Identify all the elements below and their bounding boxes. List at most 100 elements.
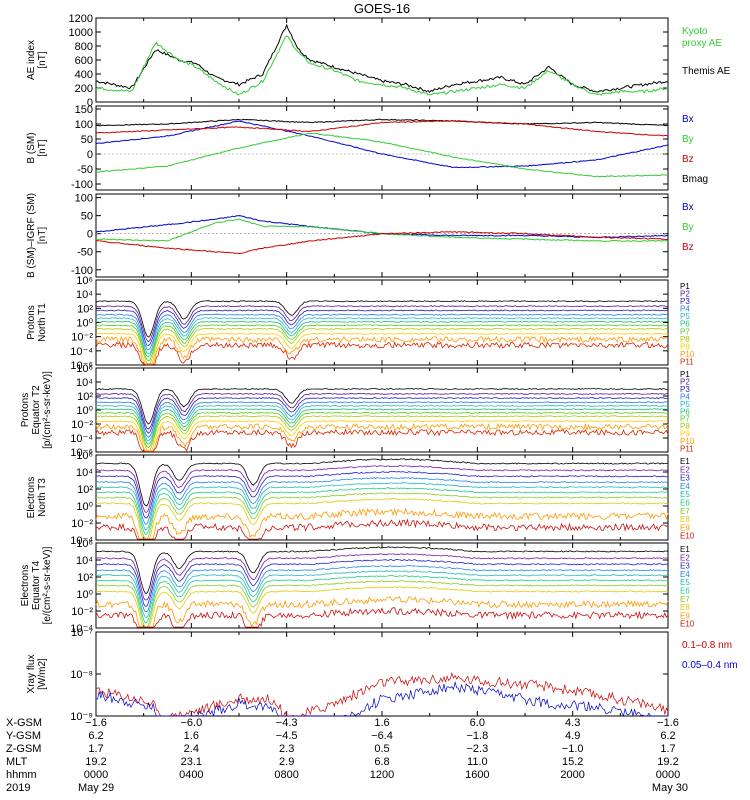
channel-label-e10: E10 (680, 532, 695, 541)
footer-row-label: MLT (6, 756, 27, 768)
y-tick-label: 10² (77, 391, 93, 403)
channel-label-p10: P10 (680, 437, 695, 446)
footer-row-label: hhmm (6, 769, 37, 781)
series-e9 (95, 595, 669, 629)
y-tick-label: 0 (87, 97, 93, 109)
panel-frame (95, 105, 669, 191)
channel-label-e8: E8 (680, 515, 690, 524)
footer-value: 4.9 (565, 730, 580, 742)
series-p2 (95, 392, 669, 430)
y-tick-label: -50 (77, 247, 93, 259)
footer-value: −4.5 (276, 730, 298, 742)
y-axis-label: Protons (26, 305, 37, 339)
channel-label-e7: E7 (680, 507, 690, 516)
footer-value: 4.3 (565, 717, 580, 729)
series-p1 (96, 388, 669, 425)
panel-protons_t2: 10⁶ 10⁴ 10² 10⁰ 10⁻² 10⁻⁴ 10⁻⁶ Protons Equator T… (20, 363, 695, 459)
legend-entry: Bz (682, 242, 694, 253)
channel-label-e10: E10 (680, 620, 695, 629)
y-axis-label: [W/m2] (37, 658, 48, 690)
channel-label-p1: P1 (680, 370, 690, 379)
y-tick-label: 10⁶ (76, 275, 93, 287)
footer-value: 6.2 (88, 730, 103, 742)
footer-value: −1.8 (466, 730, 488, 742)
footer-value: 19.2 (85, 756, 106, 768)
channel-label-p2: P2 (680, 290, 690, 299)
series-e7 (95, 492, 669, 540)
series-bz (95, 231, 669, 255)
footer-value: 2000 (560, 769, 584, 781)
y-axis-label: [nT] (37, 139, 48, 156)
channel-label-e2: E2 (680, 465, 690, 474)
y-axis-label: AE index (26, 40, 37, 80)
footer-value: −4.3 (276, 717, 298, 729)
channel-label-p2: P2 (680, 377, 690, 386)
footer-value: 1.7 (660, 743, 675, 755)
series-p7 (95, 411, 668, 449)
y-tick-label: 50 (81, 211, 93, 223)
channel-label-e5: E5 (680, 490, 690, 499)
series-e5 (95, 482, 669, 531)
series-e4 (95, 565, 669, 613)
y-axis-label: Electrons (20, 565, 31, 607)
legend-entry: 0.05–0.4 nm (682, 660, 738, 671)
channel-label-e6: E6 (680, 587, 690, 596)
series-e5 (95, 570, 669, 618)
footer-value: 1200 (370, 769, 394, 781)
series-p10 (95, 422, 669, 452)
channel-label-e3: E3 (680, 562, 690, 571)
y-tick-label: 150 (75, 104, 93, 116)
y-tick-label: 10⁻⁸ (70, 669, 93, 681)
series-e10 (95, 518, 669, 540)
y-tick-label: 100 (75, 193, 93, 205)
y-tick-label: 10⁴ (76, 289, 93, 301)
footer-row-label: 2019 (6, 782, 30, 794)
series-0-1-0-8-nm (95, 672, 669, 717)
y-tick-label: -100 (71, 265, 93, 277)
y-tick-label: 10⁶ (76, 363, 93, 375)
y-tick-label: 200 (75, 83, 93, 95)
footer-value: 2.9 (279, 756, 294, 768)
series-p2 (95, 305, 669, 343)
channel-label-p7: P7 (680, 327, 690, 336)
y-axis-label: Protons (20, 393, 31, 427)
y-tick-label: 10⁻⁹ (70, 711, 93, 723)
series-p6 (96, 408, 669, 445)
channel-label-p7: P7 (680, 415, 690, 424)
series-bz (95, 120, 669, 137)
footer-value: 1.6 (184, 730, 199, 742)
series-by (95, 132, 669, 178)
series-p3 (95, 309, 669, 347)
series-e6 (95, 575, 669, 624)
footer-value: −6.4 (371, 730, 393, 742)
series-bx (95, 215, 669, 239)
legend-entry: Bz (682, 154, 694, 165)
footer-value: 6.2 (660, 730, 675, 742)
ephemeris-footer: X-GSMY-GSMZ-GSMMLThhmm2019−1.66.21.719.2… (6, 717, 688, 794)
channel-label-p11: P11 (680, 445, 694, 454)
channel-label-p4: P4 (680, 392, 690, 401)
series-p8 (95, 327, 669, 365)
channel-label-p8: P8 (680, 335, 690, 344)
channel-label-e7: E7 (680, 595, 690, 604)
legend-entry: 0.1–0.8 nm (682, 640, 732, 651)
series-p5 (95, 404, 669, 442)
footer-row-label: Y-GSM (6, 730, 41, 742)
panel-b_sm: 150 100 50 0 -50 -100 B (SM) [nT] Bx By Bz Bmag (26, 104, 708, 191)
series-p9 (95, 332, 669, 365)
channel-label-p9: P9 (680, 430, 690, 439)
y-axis-label: B (SM)–IGRF (SM) (26, 193, 37, 278)
legend-entry: Bx (682, 202, 694, 213)
y-tick-label: 10⁻⁷ (71, 627, 93, 639)
footer-value: 0000 (84, 769, 108, 781)
y-axis-label: North T1 (37, 303, 48, 342)
footer-value: 2.4 (184, 743, 199, 755)
y-tick-label: 10⁰ (76, 318, 93, 330)
series-p9 (95, 420, 668, 452)
channel-label-e2: E2 (680, 553, 690, 562)
y-tick-label: 600 (75, 55, 93, 67)
footer-value: −1.6 (85, 717, 107, 729)
y-tick-label: 1200 (69, 13, 93, 25)
series-e3 (95, 558, 669, 607)
